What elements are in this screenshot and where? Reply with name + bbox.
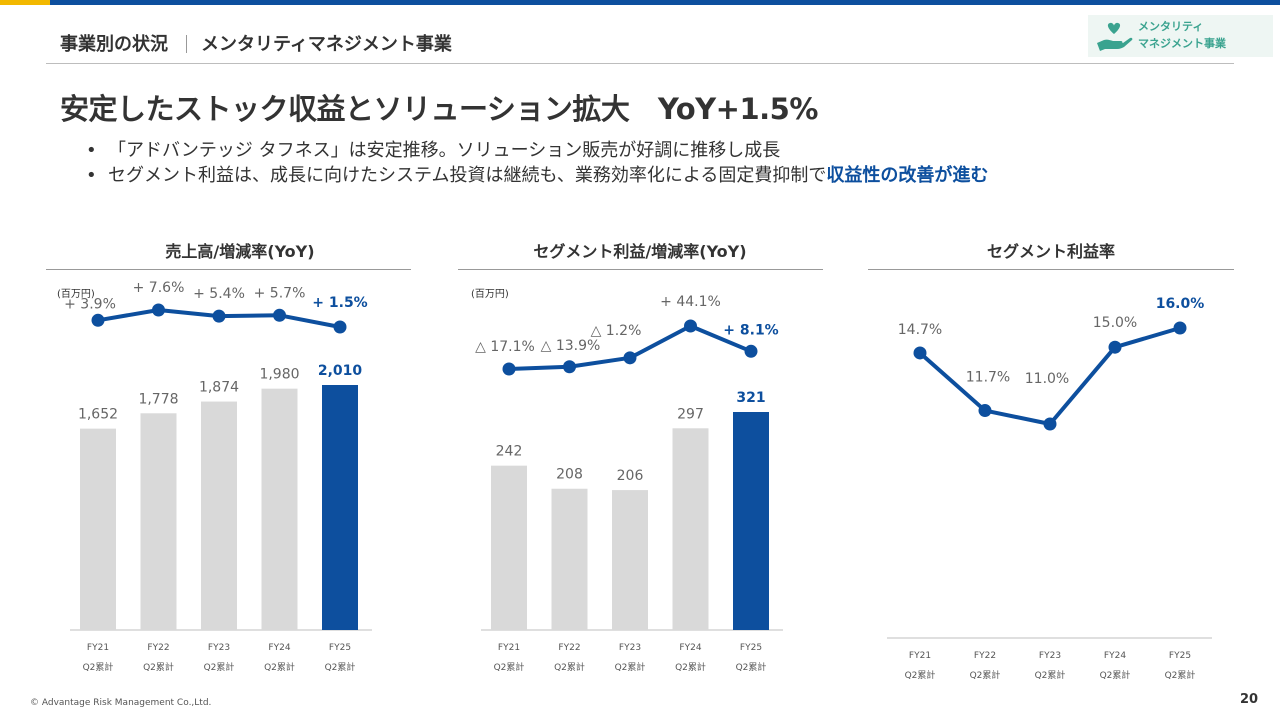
margin-value-label: 11.7% [966, 370, 1010, 386]
sales-bar [322, 385, 358, 630]
segment-logo: メンタリティ マネジメント事業 [1088, 15, 1273, 57]
top-accent-blue [50, 0, 1280, 5]
margin-point [978, 404, 992, 418]
profit-x-tick-label: FY21 Q2累計 [494, 643, 525, 673]
sales-bar-value-label: 2,010 [318, 363, 363, 379]
profit-bar-value-label: 206 [617, 468, 644, 484]
bullet-2: • セグメント利益は、成長に向けたシステム投資は継続も、業務効率化による固定費抑制… [86, 165, 989, 186]
bullet-1-text: 「アドバンテッジ タフネス」は安定推移。ソリューション販売が好調に推移し成長 [108, 140, 781, 161]
sales-x-tick-label: FY24 Q2累計 [264, 643, 295, 673]
margin-value-label: 14.7% [898, 322, 942, 338]
breadcrumb: 事業別の状況 メンタリティマネジメント事業 [60, 30, 452, 56]
sales-bar-value-label: 1,874 [199, 380, 239, 396]
margin-x-tick-label: FY22 Q2累計 [970, 651, 1001, 681]
logo-line-2: マネジメント事業 [1138, 37, 1226, 50]
sales-yoy-label: + 3.9% [64, 296, 116, 312]
sales-yoy-label: + 5.7% [254, 285, 306, 301]
sales-yoy-point [91, 313, 105, 327]
profit-x-tick-label: FY22 Q2累計 [554, 643, 585, 673]
profit-x-tick-label: FY24 Q2累計 [675, 643, 706, 673]
sales-yoy-label: + 7.6% [133, 280, 185, 296]
margin-value-label: 15.0% [1093, 315, 1137, 331]
sales-x-tick-label: FY25 Q2累計 [325, 643, 356, 673]
page-number: 20 [1240, 692, 1259, 707]
profit-yoy-point [744, 344, 758, 358]
margin-x-tick-label: FY23 Q2累計 [1035, 651, 1066, 681]
profit-bar-value-label: 242 [496, 444, 523, 460]
sales-x-tick-label: FY21 Q2累計 [83, 643, 114, 673]
profit-bar [551, 488, 588, 630]
sales-bar [80, 428, 116, 630]
margin-point [913, 346, 927, 360]
bullet-1: • 「アドバンテッジ タフネス」は安定推移。ソリューション販売が好調に推移し成長 [86, 140, 781, 161]
profit-bar [733, 412, 769, 630]
sales-yoy-label: + 5.4% [193, 286, 245, 302]
margin-point [1043, 417, 1057, 431]
margin-chart-title: セグメント利益率 [986, 242, 1115, 261]
sales-bar-value-label: 1,980 [259, 367, 299, 383]
profit-yoy-point [563, 360, 576, 374]
profit-yoy-label: + 44.1% [660, 294, 721, 310]
sales-yoy-point [333, 320, 347, 334]
sales-unit-label: (百万円) [57, 289, 95, 300]
profit-bar [672, 428, 709, 630]
profit-bar-value-label: 297 [677, 406, 704, 422]
profit-bar [612, 490, 648, 630]
profit-yoy-label: + 8.1% [723, 322, 778, 338]
margin-x-tick-label: FY25 Q2累計 [1165, 651, 1196, 681]
top-accent-yellow [0, 0, 50, 5]
breadcrumb-segment: メンタリティマネジメント事業 [201, 34, 452, 55]
profit-bar-value-label: 321 [736, 390, 765, 406]
copyright-text: © Advantage Risk Management Co.,Ltd. [30, 698, 212, 708]
sales-bar [201, 401, 237, 630]
summary-bullets: • 「アドバンテッジ タフネス」は安定推移。ソリューション販売が好調に推移し成長 … [86, 138, 988, 188]
sales-bar-value-label: 1,652 [78, 407, 118, 423]
profit-bar [491, 465, 527, 630]
profit-yoy-label: △ 1.2% [591, 323, 642, 339]
profit-yoy-label: △ 13.9% [541, 338, 601, 354]
bullet-2-text: セグメント利益は、成長に向けたシステム投資は継続も、業務効率化による固定費抑制で [108, 165, 827, 186]
sales-x-tick-label: FY23 Q2累計 [204, 643, 235, 673]
bullet-2-highlight: 収益性の改善が進む [826, 165, 989, 186]
margin-point [1173, 321, 1187, 335]
sales-yoy-point [152, 303, 165, 317]
breadcrumb-section: 事業別の状況 [60, 34, 168, 55]
sales-yoy-point [273, 308, 286, 322]
profit-unit-label: (百万円) [471, 289, 509, 300]
margin-x-tick-label: FY21 Q2累計 [905, 651, 936, 681]
profit-yoy-point [502, 362, 516, 376]
profit-x-tick-label: FY25 Q2累計 [736, 643, 767, 673]
margin-chart-title-rule [868, 269, 1234, 270]
sales-bar-value-label: 1,778 [138, 391, 178, 407]
page-title: 安定したストック収益とソリューション拡大 YoY+1.5% [60, 92, 818, 126]
sales-yoy-point [212, 309, 226, 323]
sales-chart-title: 売上高/増減率(YoY) [165, 242, 315, 261]
margin-x-tick-label: FY24 Q2累計 [1100, 651, 1131, 681]
header-divider [46, 63, 1234, 64]
sales-bar [140, 413, 177, 630]
heart-hand-icon [1097, 22, 1133, 51]
sales-yoy-label: + 1.5% [312, 295, 367, 311]
sales-chart-title-rule [46, 269, 411, 270]
profit-chart-title: セグメント利益/増減率(YoY) [533, 242, 747, 261]
margin-value-label: 11.0% [1025, 371, 1069, 387]
profit-chart-title-rule [458, 269, 823, 270]
margin-value-label: 16.0% [1156, 296, 1205, 312]
profit-x-tick-label: FY23 Q2累計 [615, 643, 646, 673]
profit-yoy-point [623, 351, 637, 365]
sales-x-tick-label: FY22 Q2累計 [143, 643, 174, 673]
profit-bar-value-label: 208 [556, 467, 583, 483]
profit-yoy-label: △ 17.1% [475, 339, 535, 355]
logo-line-1: メンタリティ [1138, 20, 1204, 33]
sales-bar [261, 388, 298, 630]
profit-yoy-point [684, 319, 697, 333]
breadcrumb-separator [186, 35, 187, 53]
margin-point [1108, 340, 1122, 354]
